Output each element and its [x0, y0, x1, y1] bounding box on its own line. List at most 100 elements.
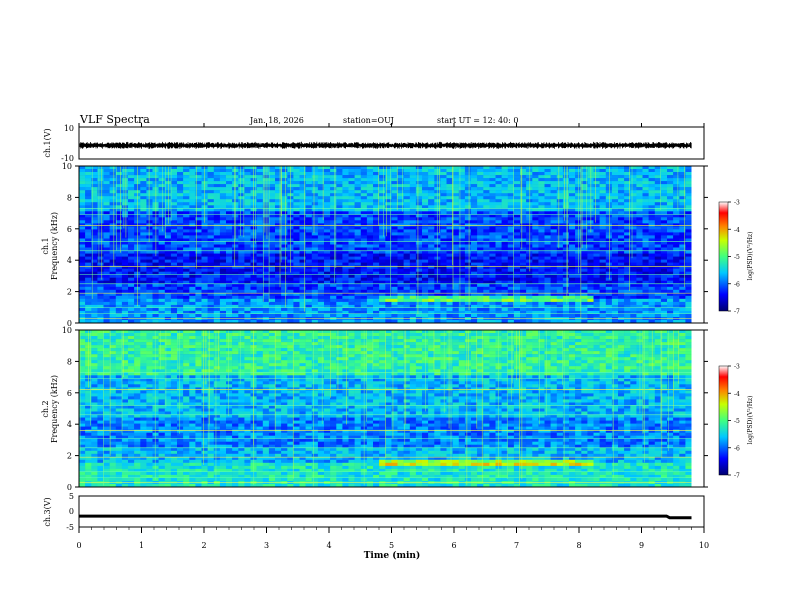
spectrogram-cell: [452, 178, 459, 182]
spectrogram-cell: [660, 205, 668, 209]
spectrogram-cell: [219, 187, 227, 191]
spectrogram-cell: [219, 190, 227, 194]
spectrogram-cell: [305, 223, 312, 227]
spectrogram-cell: [244, 166, 251, 170]
spectrogram-cell: [507, 265, 515, 269]
spectrogram-cell: [238, 208, 245, 212]
spectrogram-cell: [556, 193, 564, 197]
spectrogram-cell: [219, 235, 227, 239]
spectrogram-cell: [605, 172, 613, 176]
spectrogram-cell: [550, 256, 557, 260]
spectrogram-cell: [256, 289, 263, 294]
spectrogram-cell: [630, 271, 637, 275]
spectrogram-cell: [532, 283, 539, 288]
spectrogram-cell: [513, 196, 521, 200]
spectrogram-cell: [128, 313, 135, 318]
spectrogram-cell: [281, 217, 288, 221]
spectrogram-cell: [673, 259, 680, 263]
spectrogram-cell: [324, 226, 331, 230]
spectrogram-cell: [409, 202, 417, 206]
spectrogram-cell: [550, 202, 557, 206]
spectrogram-cell: [538, 229, 545, 233]
spectrogram-cell: [495, 217, 502, 221]
spectrogram-cell: [121, 241, 129, 245]
spectrogram-cell: [158, 283, 165, 288]
spectrogram-cell: [146, 190, 153, 194]
spectrogram-cell: [121, 166, 129, 170]
spectrogram-cell: [544, 283, 551, 288]
spectrogram-cell: [226, 226, 233, 230]
spectrogram-cell: [207, 259, 214, 263]
spectrogram-cell: [501, 292, 508, 297]
spectrogram-cell: [183, 235, 190, 239]
spectrogram-cell: [538, 235, 545, 239]
spectrogram-cell: [452, 226, 459, 230]
spectrogram-cell: [238, 253, 245, 257]
spectrogram-cell: [379, 286, 386, 291]
spectrogram-cell: [109, 232, 116, 236]
spectrogram-cell: [569, 277, 576, 281]
spectrogram-cell: [115, 295, 123, 300]
spectrogram-cell: [244, 298, 251, 303]
spectrogram-cell: [642, 166, 649, 170]
spectrogram-cell: [140, 307, 147, 312]
spectrogram-cell: [464, 304, 472, 309]
spectrogram-cell: [177, 286, 184, 291]
spectrogram-cell: [268, 274, 276, 278]
spectrogram-cell: [477, 277, 484, 281]
spectrogram-cell: [599, 172, 606, 176]
spectrogram-cell: [458, 175, 466, 179]
spectrogram-cell: [489, 247, 496, 251]
spectrogram-cell: [121, 187, 129, 191]
spectrogram-cell: [195, 289, 202, 294]
spectrogram-cell: [146, 205, 153, 209]
spectrogram-cell: [415, 241, 423, 245]
spectrogram-cell: [526, 205, 533, 209]
spectrogram-cell: [526, 298, 533, 303]
spectrogram-cell: [360, 310, 368, 315]
spectrogram-cell: [115, 235, 123, 239]
spectrogram-cell: [207, 220, 214, 224]
spectrogram-cell: [336, 223, 343, 227]
spectrogram-cell: [348, 178, 355, 182]
spectrogram-cell: [311, 247, 319, 251]
spectrogram-cell: [262, 259, 270, 263]
spectrogram-cell: [409, 283, 417, 288]
spectrogram-cell: [605, 202, 613, 206]
spectrogram-cell: [618, 301, 625, 306]
spectrogram-cell: [538, 256, 545, 260]
spectrogram-cell: [152, 268, 159, 272]
spectrogram-cell: [495, 169, 502, 173]
spectrogram-cell: [428, 250, 435, 254]
spectrogram-cell: [477, 196, 484, 200]
spectrogram-cell: [550, 259, 557, 263]
spectrogram-cell: [660, 250, 668, 254]
spectrogram-cell: [562, 178, 570, 182]
spectrogram-cell: [599, 205, 606, 209]
spectrogram-cell: [262, 265, 270, 269]
spectrogram-cell: [287, 289, 294, 294]
spectrogram-cell: [550, 310, 557, 315]
spectrogram-cell: [281, 169, 288, 173]
spectrogram-cell: [311, 271, 319, 275]
spectrogram-cell: [464, 211, 472, 215]
spectrogram-cell: [232, 307, 239, 312]
spectrogram-cell: [428, 310, 435, 315]
spectrogram-cell: [409, 298, 417, 303]
spectrogram-cell: [268, 172, 276, 176]
spectrogram-cell: [207, 181, 214, 185]
spectrogram-cell: [250, 190, 257, 194]
spectrogram-cell: [201, 277, 208, 281]
spectrogram-cell: [299, 307, 306, 312]
spectrogram-cell: [281, 307, 288, 312]
spectrogram-cell: [464, 259, 472, 263]
spectrogram-cell: [262, 256, 270, 260]
spectrogram-cell: [281, 289, 288, 294]
spectrogram-cell: [538, 304, 545, 309]
spectrogram-cell: [366, 202, 374, 206]
spectrogram-cell: [391, 220, 398, 224]
spectrogram-cell: [636, 265, 643, 269]
spectrogram-cell: [103, 244, 110, 248]
spectrogram-cell: [605, 295, 613, 300]
spectrogram-cell: [513, 235, 521, 239]
